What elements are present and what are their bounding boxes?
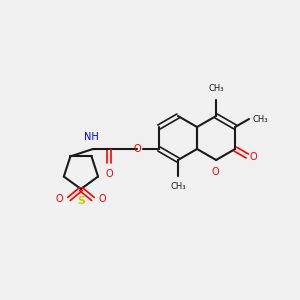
Text: S: S [77,196,85,206]
Text: O: O [55,194,63,204]
Text: O: O [105,169,113,179]
Text: O: O [99,194,106,204]
Text: O: O [211,167,219,177]
Text: CH₃: CH₃ [170,182,186,191]
Text: CH₃: CH₃ [252,115,268,124]
Text: O: O [133,144,141,154]
Text: NH: NH [84,132,98,142]
Text: O: O [249,152,257,162]
Text: CH₃: CH₃ [208,84,224,93]
